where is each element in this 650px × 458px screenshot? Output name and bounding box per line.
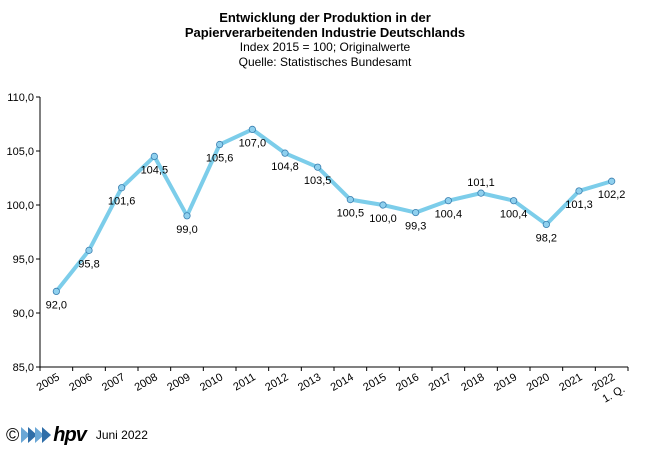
data-label: 95,8 <box>78 258 99 270</box>
data-label: 104,8 <box>271 161 299 173</box>
data-point <box>379 201 387 209</box>
data-label: 105,6 <box>206 153 234 165</box>
data-point <box>346 196 354 204</box>
x-tick-label: 2020 <box>525 371 552 394</box>
data-point <box>412 208 420 217</box>
x-tick-label: 2012 <box>263 371 290 394</box>
x-tick-label: 2008 <box>133 371 160 394</box>
data-point <box>575 187 583 195</box>
data-label: 103,5 <box>304 175 332 187</box>
data-label: 101,1 <box>467 177 495 189</box>
data-label: 99,3 <box>405 221 426 233</box>
y-tick-label: 110,0 <box>7 92 34 104</box>
chart-title-line-2: Papierverarbeitenden Industrie Deutschla… <box>184 25 466 40</box>
hpv-logo-text: hpv <box>53 423 87 446</box>
data-point <box>150 152 158 160</box>
x-tick-label: 2011 <box>231 371 257 393</box>
data-point <box>477 189 485 197</box>
data-point <box>216 140 224 149</box>
chart-title-line-1: Entwicklung der Produktion in der <box>219 10 431 25</box>
data-point <box>281 149 289 157</box>
x-tick-label: 2009 <box>165 371 192 394</box>
data-point <box>183 212 191 220</box>
data-point <box>118 184 126 192</box>
x-tick-label: 2018 <box>459 371 486 394</box>
data-point <box>314 163 322 171</box>
y-tick-label: 100,0 <box>6 200 34 212</box>
data-point <box>85 246 93 254</box>
data-point <box>444 197 452 205</box>
footer: © hpv Juni 2022 <box>6 424 148 446</box>
data-label: 100,4 <box>435 209 463 221</box>
x-tick-label: 2021 <box>557 371 584 394</box>
data-point <box>510 197 518 205</box>
data-label: 102,2 <box>598 189 626 201</box>
x-tick-label: 2010 <box>198 371 225 394</box>
x-tick-label: 2014 <box>329 371 356 394</box>
data-label: 104,5 <box>141 164 169 176</box>
data-label: 101,6 <box>108 196 136 208</box>
x-tick-label: 2015 <box>361 371 388 394</box>
data-label: 100,0 <box>369 213 397 225</box>
data-label: 100,4 <box>500 209 528 221</box>
x-tick-label: 2019 <box>492 371 519 394</box>
chart-subtitle-line-1: Index 2015 = 100; Originalwerte <box>239 40 411 54</box>
data-point <box>248 125 256 133</box>
x-tick-label: 2006 <box>67 371 94 394</box>
x-tick-label: 2017 <box>427 371 454 394</box>
data-label: 107,0 <box>239 137 267 149</box>
x-tick-label: 2013 <box>296 371 323 394</box>
chart-title-block: Entwicklung der Produktion in der Papier… <box>0 10 650 70</box>
x-tick-label: 2016 <box>394 371 421 394</box>
data-point <box>542 220 550 229</box>
footer-date: Juni 2022 <box>95 428 148 442</box>
hpv-logo-icon <box>21 427 52 443</box>
y-tick-label: 95,0 <box>13 254 34 266</box>
x-tick-label: 2005 <box>35 371 62 394</box>
data-point <box>608 177 616 185</box>
chart-subtitle-line-2: Quelle: Statistisches Bundesamt <box>238 55 412 69</box>
y-tick-label: 85,0 <box>13 362 34 374</box>
data-point <box>52 287 60 295</box>
data-label: 98,2 <box>536 232 557 244</box>
data-label: 101,3 <box>565 199 593 211</box>
copyright-symbol: © <box>6 424 20 445</box>
y-tick-label: 90,0 <box>13 308 34 320</box>
data-label: 99,0 <box>176 224 197 236</box>
series-line <box>54 127 614 294</box>
data-label: 100,5 <box>337 208 365 220</box>
x-tick-label: 2007 <box>100 371 127 394</box>
data-label: 92,0 <box>46 299 67 311</box>
y-tick-label: 105,0 <box>6 146 34 158</box>
